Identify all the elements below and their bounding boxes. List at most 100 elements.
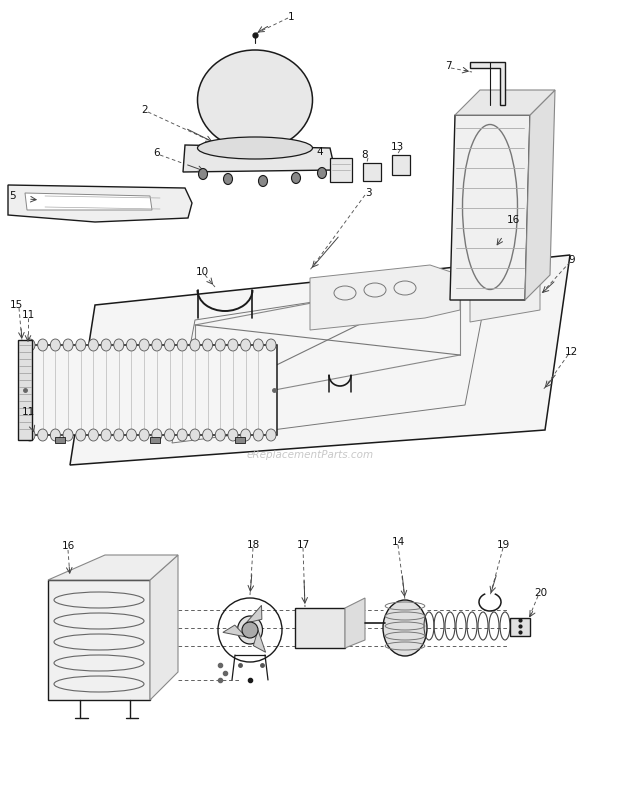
Ellipse shape <box>152 429 162 441</box>
Circle shape <box>242 622 258 638</box>
Polygon shape <box>48 580 150 700</box>
Ellipse shape <box>200 139 310 157</box>
Polygon shape <box>22 345 277 435</box>
Polygon shape <box>48 555 178 580</box>
Ellipse shape <box>241 339 250 351</box>
Ellipse shape <box>203 429 213 441</box>
Ellipse shape <box>164 339 174 351</box>
Ellipse shape <box>228 339 238 351</box>
Ellipse shape <box>114 429 124 441</box>
Ellipse shape <box>76 429 86 441</box>
Ellipse shape <box>228 429 238 441</box>
Polygon shape <box>183 145 335 172</box>
Ellipse shape <box>101 429 111 441</box>
Ellipse shape <box>190 339 200 351</box>
Polygon shape <box>295 608 345 648</box>
Text: 11: 11 <box>21 407 35 417</box>
Text: 6: 6 <box>154 148 161 158</box>
Ellipse shape <box>38 429 48 441</box>
Ellipse shape <box>177 339 187 351</box>
Text: 9: 9 <box>569 255 575 265</box>
Text: 4: 4 <box>317 147 323 157</box>
Polygon shape <box>345 598 365 648</box>
Text: 18: 18 <box>246 540 260 550</box>
Text: 15: 15 <box>9 300 22 310</box>
Ellipse shape <box>266 429 276 441</box>
Polygon shape <box>310 265 460 330</box>
Bar <box>150 437 160 443</box>
Ellipse shape <box>76 339 86 351</box>
Ellipse shape <box>114 339 124 351</box>
Ellipse shape <box>254 429 264 441</box>
Polygon shape <box>450 115 530 300</box>
Ellipse shape <box>126 429 136 441</box>
Ellipse shape <box>203 339 213 351</box>
Ellipse shape <box>25 429 35 441</box>
Polygon shape <box>525 90 555 300</box>
Ellipse shape <box>215 429 225 441</box>
Ellipse shape <box>139 429 149 441</box>
Text: 8: 8 <box>361 150 368 160</box>
Text: 7: 7 <box>445 61 451 71</box>
Ellipse shape <box>383 600 427 656</box>
Polygon shape <box>330 158 352 182</box>
Polygon shape <box>455 90 555 115</box>
Polygon shape <box>470 62 505 105</box>
Ellipse shape <box>198 137 312 159</box>
Polygon shape <box>8 185 192 222</box>
Text: 11: 11 <box>21 310 35 320</box>
Ellipse shape <box>89 339 99 351</box>
Ellipse shape <box>63 339 73 351</box>
Polygon shape <box>18 340 32 440</box>
Text: 17: 17 <box>296 540 309 550</box>
Ellipse shape <box>152 339 162 351</box>
Polygon shape <box>254 630 265 653</box>
Polygon shape <box>246 605 262 623</box>
Polygon shape <box>470 265 540 322</box>
Ellipse shape <box>164 429 174 441</box>
Polygon shape <box>150 555 178 700</box>
Ellipse shape <box>177 429 187 441</box>
Ellipse shape <box>223 174 232 185</box>
Ellipse shape <box>139 339 149 351</box>
Ellipse shape <box>89 429 99 441</box>
Ellipse shape <box>101 339 111 351</box>
Polygon shape <box>223 625 246 637</box>
Polygon shape <box>70 255 570 465</box>
Ellipse shape <box>266 339 276 351</box>
Polygon shape <box>25 193 152 210</box>
Text: 13: 13 <box>391 142 404 152</box>
Ellipse shape <box>25 339 35 351</box>
Text: 3: 3 <box>365 188 371 198</box>
Ellipse shape <box>259 175 267 186</box>
Polygon shape <box>510 618 530 636</box>
Bar <box>235 437 245 443</box>
Text: 12: 12 <box>564 347 578 357</box>
Ellipse shape <box>38 339 48 351</box>
Ellipse shape <box>63 429 73 441</box>
Ellipse shape <box>215 339 225 351</box>
Text: 1: 1 <box>288 12 294 22</box>
Text: 16: 16 <box>61 541 74 551</box>
Ellipse shape <box>317 167 327 178</box>
Ellipse shape <box>254 339 264 351</box>
Polygon shape <box>363 163 381 181</box>
Ellipse shape <box>126 339 136 351</box>
Ellipse shape <box>50 429 60 441</box>
Text: eReplacementParts.com: eReplacementParts.com <box>246 450 374 460</box>
Ellipse shape <box>198 169 208 180</box>
Text: 5: 5 <box>9 191 16 201</box>
Ellipse shape <box>198 50 312 150</box>
Ellipse shape <box>241 429 250 441</box>
Polygon shape <box>392 155 410 175</box>
Ellipse shape <box>50 339 60 351</box>
Text: 2: 2 <box>142 105 148 115</box>
Text: 20: 20 <box>534 588 547 598</box>
Text: 10: 10 <box>195 267 208 277</box>
Text: 14: 14 <box>391 537 405 547</box>
Bar <box>55 437 65 443</box>
Text: 19: 19 <box>497 540 510 550</box>
Text: 16: 16 <box>507 215 520 225</box>
Ellipse shape <box>291 173 301 184</box>
Ellipse shape <box>190 429 200 441</box>
